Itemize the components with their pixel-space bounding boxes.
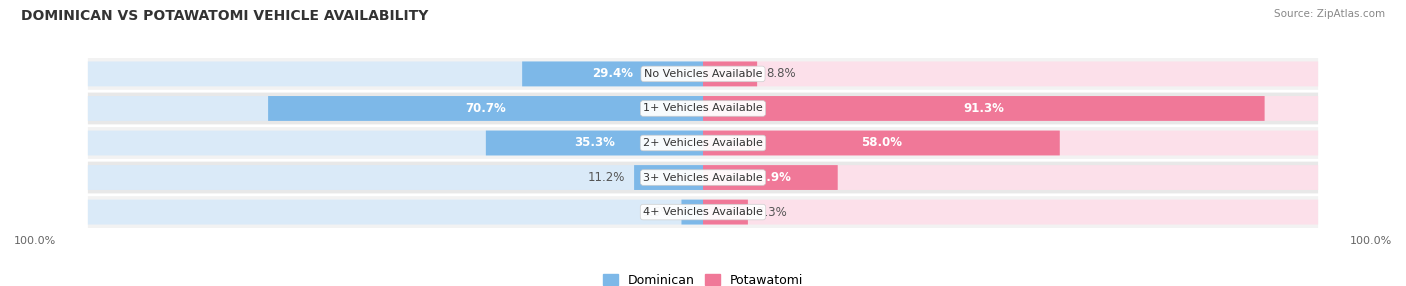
Text: 4+ Vehicles Available: 4+ Vehicles Available bbox=[643, 207, 763, 217]
FancyBboxPatch shape bbox=[703, 200, 1319, 225]
Legend: Dominican, Potawatomi: Dominican, Potawatomi bbox=[603, 274, 803, 286]
FancyBboxPatch shape bbox=[87, 196, 1319, 228]
FancyBboxPatch shape bbox=[703, 96, 1319, 121]
Text: Source: ZipAtlas.com: Source: ZipAtlas.com bbox=[1274, 9, 1385, 19]
FancyBboxPatch shape bbox=[269, 96, 703, 121]
FancyBboxPatch shape bbox=[87, 162, 1319, 193]
Text: 3.5%: 3.5% bbox=[643, 206, 672, 219]
FancyBboxPatch shape bbox=[87, 61, 703, 86]
FancyBboxPatch shape bbox=[634, 165, 703, 190]
Text: 35.3%: 35.3% bbox=[574, 136, 614, 150]
Text: 11.2%: 11.2% bbox=[588, 171, 624, 184]
Text: 100.0%: 100.0% bbox=[14, 236, 56, 246]
Text: DOMINICAN VS POTAWATOMI VEHICLE AVAILABILITY: DOMINICAN VS POTAWATOMI VEHICLE AVAILABI… bbox=[21, 9, 429, 23]
FancyBboxPatch shape bbox=[522, 61, 703, 86]
FancyBboxPatch shape bbox=[87, 93, 1319, 124]
FancyBboxPatch shape bbox=[703, 61, 1319, 86]
FancyBboxPatch shape bbox=[87, 165, 703, 190]
Text: 100.0%: 100.0% bbox=[1350, 236, 1392, 246]
Text: 91.3%: 91.3% bbox=[963, 102, 1004, 115]
FancyBboxPatch shape bbox=[87, 131, 703, 155]
Text: 70.7%: 70.7% bbox=[465, 102, 506, 115]
FancyBboxPatch shape bbox=[703, 165, 838, 190]
Text: 3+ Vehicles Available: 3+ Vehicles Available bbox=[643, 172, 763, 182]
FancyBboxPatch shape bbox=[486, 131, 703, 155]
FancyBboxPatch shape bbox=[703, 131, 1319, 155]
Text: No Vehicles Available: No Vehicles Available bbox=[644, 69, 762, 79]
FancyBboxPatch shape bbox=[703, 200, 748, 225]
FancyBboxPatch shape bbox=[87, 96, 703, 121]
FancyBboxPatch shape bbox=[87, 127, 1319, 159]
FancyBboxPatch shape bbox=[87, 58, 1319, 90]
Text: 21.9%: 21.9% bbox=[749, 171, 790, 184]
Text: 29.4%: 29.4% bbox=[592, 67, 633, 80]
FancyBboxPatch shape bbox=[703, 61, 756, 86]
Text: 7.3%: 7.3% bbox=[756, 206, 787, 219]
Text: 2+ Vehicles Available: 2+ Vehicles Available bbox=[643, 138, 763, 148]
Text: 58.0%: 58.0% bbox=[860, 136, 901, 150]
Text: 8.8%: 8.8% bbox=[766, 67, 796, 80]
FancyBboxPatch shape bbox=[703, 165, 1319, 190]
FancyBboxPatch shape bbox=[682, 200, 703, 225]
FancyBboxPatch shape bbox=[703, 131, 1060, 155]
FancyBboxPatch shape bbox=[87, 200, 703, 225]
Text: 1+ Vehicles Available: 1+ Vehicles Available bbox=[643, 104, 763, 114]
FancyBboxPatch shape bbox=[703, 96, 1264, 121]
